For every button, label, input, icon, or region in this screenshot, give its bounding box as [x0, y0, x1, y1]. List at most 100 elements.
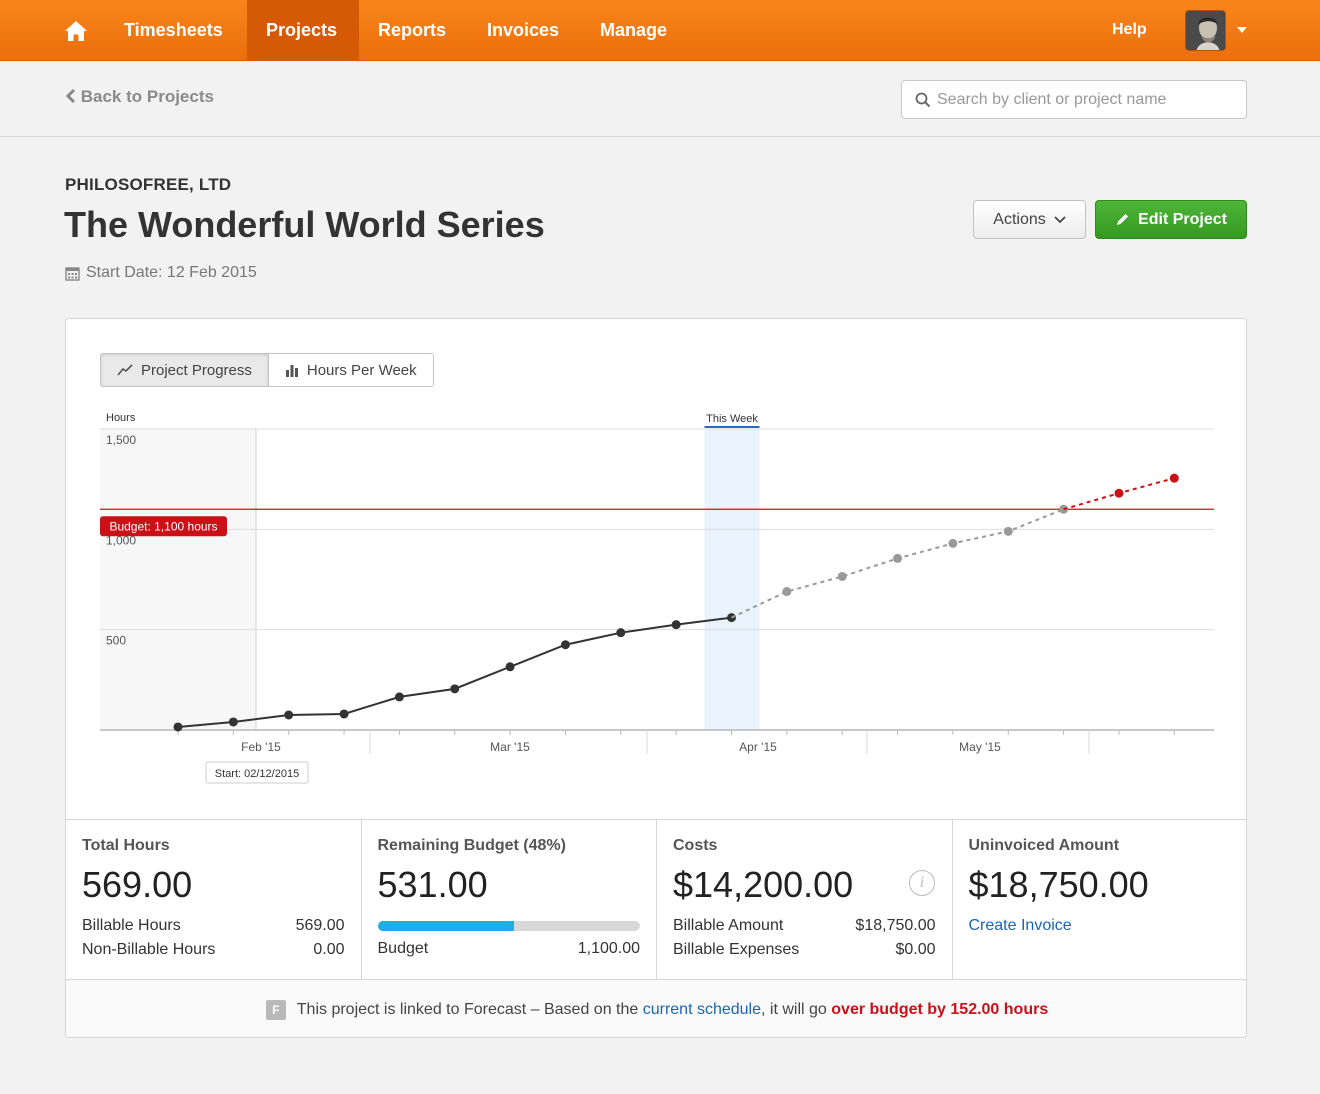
data-point-actual — [339, 709, 349, 719]
y-tick-label: 500 — [106, 634, 126, 648]
current-schedule-link[interactable]: current schedule — [642, 1000, 762, 1018]
chevron-down-icon — [1054, 215, 1066, 223]
stat-total-hours: Total Hours 569.00 Billable Hours 569.00… — [66, 820, 362, 979]
stat-uninvoiced: Uninvoiced Amount $18,750.00 Create Invo… — [953, 820, 1247, 979]
top-nav: Timesheets Projects Reports Invoices Man… — [0, 0, 1320, 61]
billable-expenses-row: Billable Expenses $0.00 — [673, 941, 936, 959]
this-week-label: This Week — [706, 413, 758, 425]
nav-invoices[interactable]: Invoices — [487, 20, 560, 40]
data-point-actual — [505, 662, 515, 672]
account-menu-caret[interactable] — [1237, 27, 1247, 33]
calendar-icon — [65, 266, 80, 281]
tab-hours-per-week[interactable]: Hours Per Week — [267, 354, 433, 386]
stat-label: Remaining Budget (48%) — [377, 837, 566, 854]
stat-label: Uninvoiced Amount — [968, 837, 1120, 854]
stat-costs: Costs $14,200.00 i Billable Amount $18,7… — [657, 820, 953, 979]
forecast-note: F This project is linked to Forecast – B… — [66, 979, 1246, 1037]
billable-hours-row: Billable Hours 569.00 — [82, 917, 345, 935]
row-value: $18,750.00 — [855, 917, 936, 934]
data-point-actual — [560, 640, 570, 650]
chevron-left-icon — [65, 88, 76, 104]
search-input[interactable] — [937, 87, 1237, 113]
actions-button[interactable]: Actions — [973, 200, 1086, 239]
back-label: Back to Projects — [80, 87, 214, 106]
avatar[interactable] — [1185, 10, 1226, 51]
data-point-over-budget — [1169, 473, 1179, 483]
forecast-badge-icon: F — [265, 999, 286, 1020]
project-search[interactable] — [901, 80, 1247, 119]
data-point-forecast — [837, 571, 847, 581]
forecast-text-middle: , it will go — [761, 1000, 832, 1018]
row-value: 0.00 — [313, 941, 345, 958]
nav-timesheets[interactable]: Timesheets — [124, 20, 223, 40]
budget-label-box — [100, 516, 227, 537]
progress-chart: This Week 500 1,000 1,500 Hours Feb '15 Mar '1… — [100, 412, 1214, 784]
page-title: The Wonderful World Series — [64, 204, 545, 245]
avatar-portrait — [1186, 11, 1225, 50]
home-icon — [65, 20, 87, 41]
home-button[interactable] — [52, 0, 100, 61]
bar-chart-icon — [285, 365, 298, 377]
forecast-text-before: This project is linked to Forecast – Bas… — [296, 1000, 643, 1018]
data-point-forecast — [948, 538, 958, 548]
start-label-box — [205, 761, 309, 784]
tab-project-progress[interactable]: Project Progress — [101, 354, 268, 386]
stat-label: Total Hours — [82, 837, 170, 854]
stat-value: 569.00 — [82, 864, 193, 905]
start-label: Start: 02/12/2015 — [215, 768, 299, 780]
data-point-actual — [671, 620, 681, 630]
nav-help[interactable]: Help — [1112, 21, 1147, 38]
this-week-band — [704, 429, 760, 730]
nav-projects[interactable]: Projects — [247, 0, 359, 61]
stat-value: 531.00 — [377, 864, 488, 905]
stat-value: $18,750.00 — [968, 864, 1149, 905]
data-point-actual — [616, 628, 626, 638]
budget-row: Budget 1,100.00 — [378, 940, 641, 958]
project-card: This Week 500 1,000 1,500 Hours Feb '15 Mar '1… — [65, 318, 1247, 1038]
y-tick-label: 1,500 — [106, 433, 136, 447]
data-point-forecast — [1003, 526, 1013, 536]
info-icon[interactable]: i — [909, 870, 935, 896]
edit-project-button[interactable]: Edit Project — [1095, 200, 1247, 239]
nonbillable-hours-row: Non-Billable Hours 0.00 — [82, 941, 345, 959]
billable-amount-row: Billable Amount $18,750.00 — [673, 917, 936, 935]
data-point-actual — [450, 684, 460, 694]
actions-label: Actions — [993, 210, 1046, 228]
row-value: 1,100.00 — [577, 940, 640, 957]
data-point-actual — [394, 692, 404, 702]
row-label: Non-Billable Hours — [82, 941, 216, 958]
search-icon — [915, 92, 931, 108]
client-name: PHILOSOFREE, LTD — [65, 175, 232, 194]
nav-manage[interactable]: Manage — [600, 20, 668, 40]
data-point-over-budget — [1114, 488, 1124, 498]
create-invoice-link[interactable]: Create Invoice — [968, 917, 1072, 934]
row-value: $0.00 — [895, 941, 936, 958]
y-axis-label: Hours — [106, 412, 136, 424]
data-point-actual — [173, 722, 183, 732]
stat-label: Costs — [673, 837, 718, 854]
stat-remaining-budget: Remaining Budget (48%) 531.00 Budget 1,1… — [362, 820, 657, 979]
chart-view-toggle: Project Progress Hours Per Week — [100, 353, 434, 387]
x-tick-label: May '15 — [959, 740, 1001, 754]
series-line-actual — [177, 616, 732, 728]
row-label: Billable Hours — [82, 917, 181, 934]
nav-reports[interactable]: Reports — [378, 20, 447, 40]
stat-value: $14,200.00 — [673, 864, 854, 905]
x-tick-label: Feb '15 — [241, 740, 281, 754]
row-label: Budget — [377, 940, 429, 957]
back-to-projects-link[interactable]: Back to Projects — [65, 87, 214, 107]
budget-label: Budget: 1,100 hours — [109, 519, 217, 533]
over-budget-text: over budget by 152.00 hours — [831, 1000, 1049, 1018]
row-label: Billable Expenses — [673, 941, 800, 958]
stats-row: Total Hours 569.00 Billable Hours 569.00… — [66, 819, 1247, 979]
budget-progress-bar — [377, 921, 640, 931]
data-point-actual — [228, 717, 238, 727]
start-date-text: Start Date: 12 Feb 2015 — [86, 264, 257, 281]
row-label: Billable Amount — [673, 917, 784, 934]
edit-project-label: Edit Project — [1138, 210, 1227, 228]
data-point-actual — [727, 613, 736, 623]
data-point-forecast — [893, 553, 903, 563]
budget-progress-fill — [377, 921, 514, 931]
tab-hours-per-week-label: Hours Per Week — [306, 361, 417, 379]
data-point-actual — [284, 710, 294, 720]
